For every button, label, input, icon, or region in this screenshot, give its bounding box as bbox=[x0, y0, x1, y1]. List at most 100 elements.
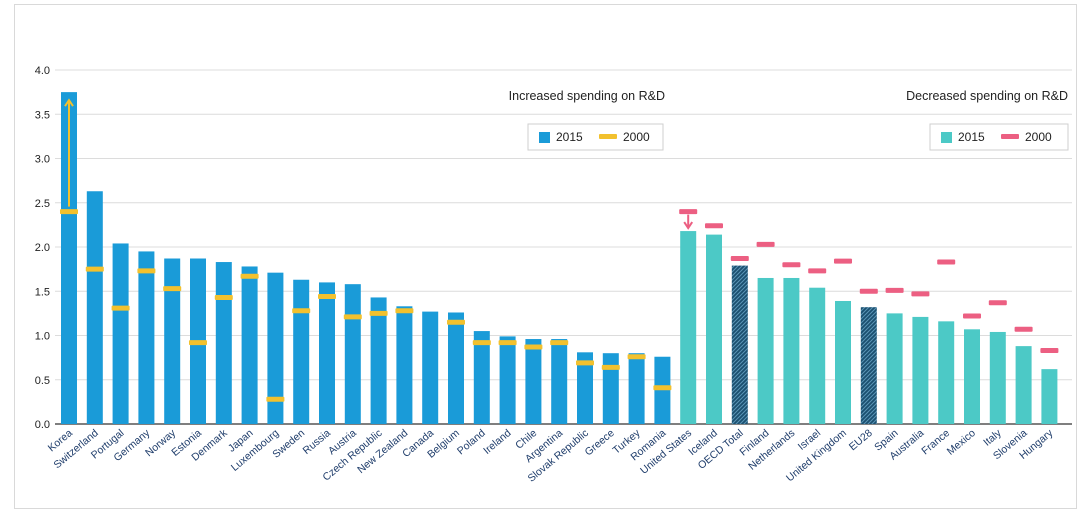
bar-portugal bbox=[112, 243, 129, 424]
marker-2000-sweden bbox=[292, 308, 311, 314]
bar-germany bbox=[138, 251, 155, 424]
legends: Increased spending on R&D 2015 2000 Decreas… bbox=[509, 89, 1069, 151]
marker-2000-austria bbox=[343, 314, 362, 320]
y-tick-label: 3.5 bbox=[35, 109, 50, 121]
marker-2000-slovenia bbox=[1014, 326, 1033, 332]
bar-korea bbox=[61, 92, 77, 424]
bar-poland bbox=[473, 331, 490, 424]
marker-2000-switzerland bbox=[85, 266, 104, 272]
bar-chile bbox=[525, 339, 542, 424]
bar-spain bbox=[886, 313, 903, 424]
marker-2000-chile bbox=[524, 344, 543, 350]
x-tick-label: Mexico bbox=[945, 427, 978, 458]
marker-2000-iceland bbox=[705, 223, 723, 229]
bar-australia bbox=[912, 316, 929, 424]
marker-2000-finland bbox=[756, 241, 775, 247]
marker-2000-czech-republic bbox=[369, 310, 388, 316]
bar-turkey bbox=[628, 353, 645, 424]
bar-switzerland bbox=[86, 191, 103, 424]
marker-2000-australia bbox=[911, 291, 930, 297]
marker-2000-netherlands bbox=[782, 262, 801, 268]
bars bbox=[61, 92, 1058, 424]
legend-swatch-2015 bbox=[941, 132, 952, 143]
y-tick-label: 4.0 bbox=[35, 65, 50, 77]
bar-finland bbox=[757, 277, 774, 424]
marker-2000-slovak-republic bbox=[576, 360, 594, 366]
legend-label-2000: 2000 bbox=[1025, 130, 1052, 144]
bar-italy bbox=[989, 331, 1006, 424]
marker-2000-new-zealand bbox=[395, 308, 414, 314]
marker-2000-denmark bbox=[214, 294, 233, 300]
bar-hungary bbox=[1041, 369, 1058, 424]
bar-slovenia bbox=[1015, 346, 1032, 424]
legend-swatch-2000 bbox=[599, 134, 617, 139]
y-tick-label: 2.5 bbox=[35, 198, 50, 210]
bar-luxembourg bbox=[267, 272, 284, 424]
bar-czech-republic bbox=[370, 297, 387, 424]
bar-oecd-total bbox=[731, 265, 748, 424]
year-2000-markers bbox=[60, 209, 1059, 402]
bar-mexico bbox=[964, 329, 980, 424]
x-tick-label: Ireland bbox=[481, 427, 513, 457]
bar-romania bbox=[654, 356, 671, 424]
y-tick-label: 2.0 bbox=[35, 242, 50, 254]
bar-new-zealand bbox=[396, 306, 413, 424]
marker-2000-poland bbox=[472, 340, 491, 346]
marker-2000-russia bbox=[318, 294, 336, 300]
marker-2000-spain bbox=[885, 287, 904, 293]
arrow-head-korea bbox=[64, 98, 74, 107]
y-tick-label: 1.5 bbox=[35, 286, 50, 298]
y-tick-label: 0.5 bbox=[35, 375, 50, 387]
bar-norway bbox=[164, 258, 181, 424]
x-tick-label: Greece bbox=[583, 427, 617, 458]
bar-austria bbox=[344, 284, 361, 424]
marker-2000-hungary bbox=[1040, 348, 1059, 354]
y-tick-label: 3.0 bbox=[35, 154, 50, 166]
marker-2000-israel bbox=[808, 268, 827, 274]
marker-2000-luxembourg bbox=[266, 396, 285, 402]
x-tick-label: Russia bbox=[301, 427, 333, 457]
marker-2000-portugal bbox=[111, 305, 130, 311]
marker-2000-france bbox=[937, 259, 956, 265]
bar-iceland bbox=[706, 234, 722, 424]
legend-label-2000: 2000 bbox=[623, 130, 650, 144]
bar-united-states bbox=[680, 231, 697, 424]
legend-label-2015: 2015 bbox=[556, 130, 583, 144]
marker-2000-estonia bbox=[189, 340, 207, 346]
arrow-head-united-states bbox=[683, 221, 694, 230]
marker-2000-ireland bbox=[498, 340, 517, 346]
bar-slovak-republic bbox=[577, 352, 593, 424]
marker-2000-mexico bbox=[963, 313, 981, 319]
bar-canada bbox=[422, 311, 439, 424]
marker-2000-italy bbox=[988, 300, 1007, 306]
legend-box bbox=[929, 123, 1069, 151]
bar-belgium bbox=[448, 312, 464, 424]
change-arrows bbox=[64, 98, 695, 230]
y-axis: 0.0 0.5 1.0 1.5 2.0 2.5 3.0 3.5 4.0 bbox=[35, 65, 50, 431]
marker-2000-romania bbox=[653, 385, 672, 391]
legend-title-decreased: Decreased spending on R&D bbox=[906, 89, 1068, 103]
legend-label-2015: 2015 bbox=[958, 130, 985, 144]
bar-greece bbox=[602, 353, 619, 424]
legend-box bbox=[527, 123, 664, 151]
bar-israel bbox=[809, 287, 826, 424]
marker-2000-united-kingdom bbox=[834, 258, 852, 264]
bar-netherlands bbox=[783, 277, 800, 424]
bar-united-kingdom bbox=[835, 300, 851, 424]
marker-2000-germany bbox=[137, 268, 156, 274]
bar-sweden bbox=[293, 279, 310, 424]
marker-2000-korea bbox=[60, 209, 78, 215]
marker-2000-argentina bbox=[550, 340, 569, 346]
bar-argentina bbox=[551, 339, 568, 424]
marker-2000-greece bbox=[601, 364, 620, 370]
legend-title-increased: Increased spending on R&D bbox=[509, 89, 665, 103]
marker-2000-japan bbox=[240, 273, 259, 279]
x-tick-label: EU28 bbox=[847, 427, 875, 453]
x-tick-label: Poland bbox=[455, 427, 488, 457]
y-tick-label: 0.0 bbox=[35, 419, 50, 431]
bar-ireland bbox=[499, 336, 516, 424]
y-tick-label: 1.0 bbox=[35, 331, 50, 343]
legend-swatch-2000 bbox=[1001, 134, 1019, 139]
marker-2000-belgium bbox=[447, 319, 465, 325]
